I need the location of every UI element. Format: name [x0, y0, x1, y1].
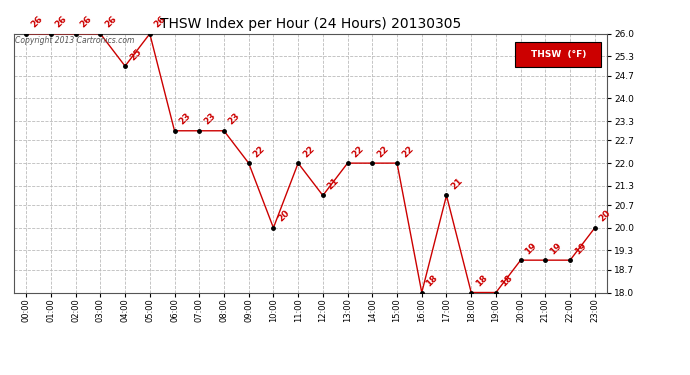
Text: 18: 18 [474, 273, 489, 288]
Text: 22: 22 [351, 144, 366, 159]
Text: 26: 26 [54, 14, 69, 30]
Text: 21: 21 [449, 176, 464, 191]
Text: 21: 21 [326, 176, 341, 191]
Text: 19: 19 [548, 241, 564, 256]
Text: 22: 22 [375, 144, 391, 159]
Text: 20: 20 [598, 209, 613, 224]
Text: 26: 26 [152, 14, 168, 30]
Text: 22: 22 [251, 144, 266, 159]
Text: 22: 22 [301, 144, 316, 159]
Text: 26: 26 [29, 14, 44, 30]
Title: THSW Index per Hour (24 Hours) 20130305: THSW Index per Hour (24 Hours) 20130305 [160, 17, 461, 31]
Text: 23: 23 [177, 111, 193, 127]
Text: 19: 19 [573, 241, 588, 256]
Text: 25: 25 [128, 47, 143, 62]
Text: 26: 26 [103, 14, 118, 30]
Text: 22: 22 [400, 144, 415, 159]
Text: 18: 18 [499, 273, 514, 288]
Text: 23: 23 [202, 111, 217, 127]
Text: 26: 26 [79, 14, 94, 30]
Text: 19: 19 [524, 241, 539, 256]
Text: 18: 18 [424, 273, 440, 288]
Text: Copyright 2013 Cartronics.com: Copyright 2013 Cartronics.com [15, 36, 135, 45]
Text: 20: 20 [276, 209, 291, 224]
Text: THSW  (°F): THSW (°F) [531, 50, 586, 59]
Text: 23: 23 [227, 111, 242, 127]
FancyBboxPatch shape [515, 42, 601, 68]
